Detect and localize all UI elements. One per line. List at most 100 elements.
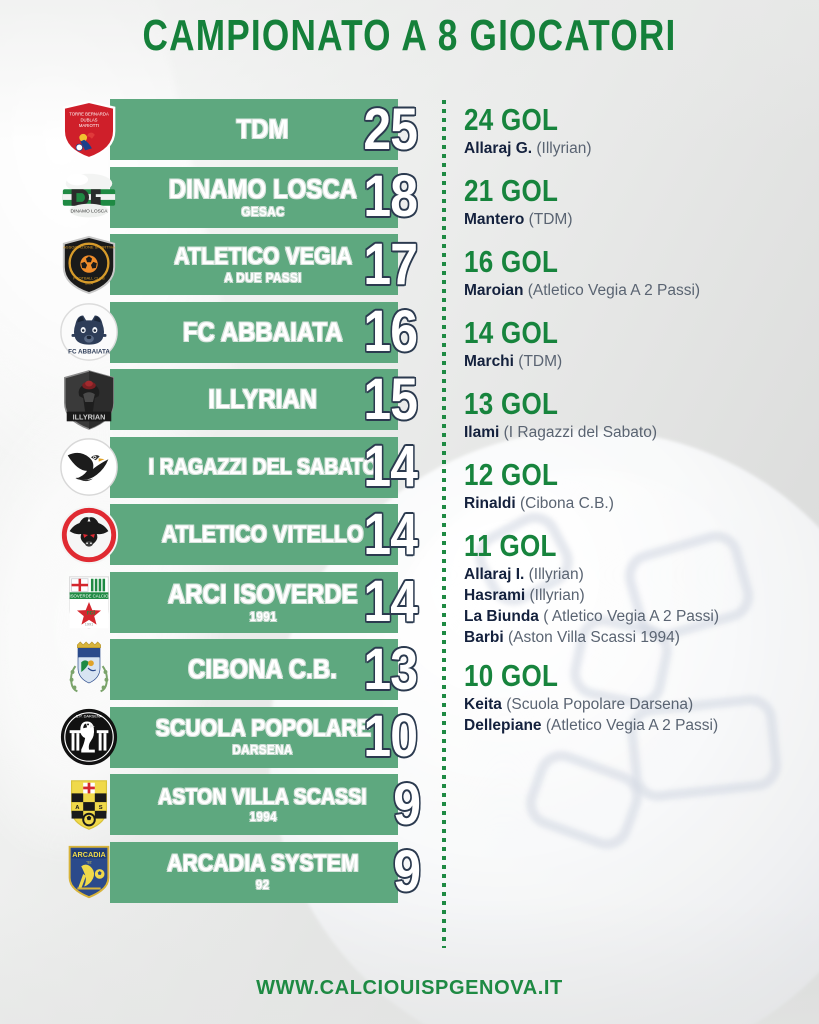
fc-abbaiata-logo: FC ABBAIATA [58, 301, 120, 363]
standings-row-bar [110, 571, 398, 633]
standings-row: DINAMO LOSCA DINAMO LOSCA GESAC 18 [0, 164, 440, 232]
svg-text:2014: 2014 [85, 281, 92, 285]
team-name-block: CIBONA C.B. [110, 639, 398, 700]
standings-row-bar [110, 774, 398, 835]
scorer-entry: Marchi (TDM) [464, 351, 819, 372]
scorer-goal-count: 11 GOL [464, 528, 557, 563]
scorer-group: 24 GOL Allaraj G. (Illyrian) [464, 102, 819, 159]
team-points: 14 [363, 434, 419, 500]
scorer-team: ( Atletico Vegia A 2 Passi) [543, 608, 720, 625]
svg-text:S: S [99, 805, 103, 811]
svg-text:rci: rci [87, 610, 95, 617]
team-name-block: DINAMO LOSCA GESAC [110, 167, 398, 228]
scorer-goal-count: 14 GOL [464, 315, 559, 350]
svg-text:A: A [75, 805, 80, 811]
scorer-goal-count: 12 GOL [464, 457, 559, 492]
team-points: 13 [363, 636, 419, 702]
team-name: ATLETICO VEGIA [173, 242, 353, 270]
scorer-team: (I Ragazzi del Sabato) [503, 424, 657, 441]
scorer-group: 10 GOL Keita (Scuola Popolare Darsena) Del… [464, 658, 819, 736]
scorer-entry: Barbi (Aston Villa Scassi 1994) [464, 627, 819, 648]
standings-row-bar [110, 436, 398, 498]
team-name-block: ATLETICO VEGIA A DUE PASSI [110, 234, 398, 295]
scorer-name: Rinaldi [464, 495, 516, 512]
standings-row-bar [110, 504, 398, 565]
svg-text:DINAMO LOSCA: DINAMO LOSCA [70, 209, 108, 215]
standings-row-bar [110, 706, 398, 768]
scorer-goal-count: 16 GOL [464, 244, 559, 279]
svg-text:'92: '92 [86, 860, 91, 865]
team-name-block: SCUOLA POPOLARE DARSENA [110, 707, 398, 768]
cibona-logo [58, 639, 120, 701]
team-points: 9 [392, 771, 421, 837]
standings-row-bar [110, 166, 398, 228]
scorer-group: 12 GOL Rinaldi (Cibona C.B.) [464, 457, 819, 514]
team-subtitle: GESAC [241, 203, 285, 219]
scorer-goal-count: 13 GOL [464, 386, 559, 421]
scorer-team: (Cibona C.B.) [519, 495, 614, 512]
standings-row: ISOVERDE CALCIO rci 1991 ARCI ISOVERDE 1991 1… [0, 569, 440, 637]
team-name-block: I RAGAZZI DEL SABATO [110, 437, 398, 498]
standings-row: ASSOCIAZIONE SPORTIVA FOOTBALL CLUB 2014 AT… [0, 231, 440, 299]
standings-row-bar [110, 841, 398, 903]
team-points: 16 [363, 299, 419, 365]
scorer-entry: Allaraj I. (Illyrian) [464, 564, 819, 585]
standings-row-bar [110, 99, 398, 160]
team-subtitle: DARSENA [232, 742, 294, 757]
svg-text:S.P. DARSENA: S.P. DARSENA [76, 714, 103, 719]
scorer-goal-count: 21 GOL [464, 173, 559, 208]
standings-row: I RAGAZZI DEL SABATO 14 [0, 434, 440, 502]
scorer-name: Ilami [464, 424, 500, 441]
standings-table: TORRE BERNARDA DUBLAS MARIOTTI TDM 25 DINAMO … [0, 96, 440, 906]
scorer-team: (Illyrian) [528, 566, 584, 583]
team-name: DINAMO LOSCA [168, 173, 358, 204]
team-points: 17 [363, 231, 419, 297]
team-name: ATLETICO VITELLO [162, 520, 364, 548]
ragazzi-del-sabato-logo [58, 436, 120, 498]
svg-text:1991: 1991 [85, 622, 94, 627]
team-name: CIBONA C.B. [188, 654, 338, 684]
scorer-name: Allaraj I. [464, 566, 525, 583]
website-footer: WWW.CALCIOUISPGENOVA.IT [256, 977, 563, 999]
dinamo-losca-logo: DINAMO LOSCA [58, 166, 120, 228]
scorer-entry: Mantero (TDM) [464, 209, 819, 230]
team-name-block: ATLETICO VITELLO [110, 504, 398, 565]
scorer-team: (Illyrian) [529, 587, 585, 604]
atletico-vitello-logo [58, 504, 120, 566]
scorer-group: 11 GOL Allaraj I. (Illyrian) Hasrami (Illy… [464, 528, 819, 648]
team-name: I RAGAZZI DEL SABATO [148, 454, 378, 479]
scorer-name: Allaraj G. [464, 140, 533, 157]
atletico-vegia-logo: ASSOCIAZIONE SPORTIVA FOOTBALL CLUB 2014 [58, 234, 120, 296]
scorer-name: Mantero [464, 211, 525, 228]
standings-row-bar [110, 234, 398, 295]
scorer-team: (TDM) [528, 211, 573, 228]
standings-row: ILLYRIAN ILLYRIAN 15 [0, 366, 440, 434]
scuola-popolare-logo: S.P. DARSENA [58, 706, 120, 768]
standings-row: S.P. DARSENA SCUOLA POPOLARE DARSENA 10 [0, 704, 440, 772]
scorer-entry: La Biunda ( Atletico Vegia A 2 Passi) [464, 606, 819, 627]
standings-row: A S ASTON VILLA SCASSI 1994 9 [0, 771, 440, 839]
standings-row: ATLETICO VITELLO 14 [0, 501, 440, 569]
team-points: 14 [363, 569, 419, 635]
standings-row: CIBONA C.B. 13 [0, 636, 440, 704]
top-scorers-list: 24 GOL Allaraj G. (Illyrian) 21 GOL Mantero… [464, 102, 819, 746]
illyrian-logo: ILLYRIAN [58, 369, 120, 431]
scorer-team: (Atletico Vegia A 2 Passi) [545, 717, 719, 734]
team-name-block: ASTON VILLA SCASSI 1994 [110, 774, 398, 835]
scorer-name: Keita [464, 696, 502, 713]
team-subtitle: 1991 [249, 608, 277, 624]
scorer-team: (Scuola Popolare Darsena) [506, 696, 694, 713]
scorer-group: 14 GOL Marchi (TDM) [464, 315, 819, 372]
scorer-entry: Ilami (I Ragazzi del Sabato) [464, 422, 819, 443]
svg-text:ASSOCIAZIONE SPORTIVA: ASSOCIAZIONE SPORTIVA [63, 244, 115, 249]
scorer-goal-count: 10 GOL [464, 658, 559, 693]
scorer-team: (Aston Villa Scassi 1994) [507, 629, 680, 646]
scorer-name: La Biunda [464, 608, 539, 625]
team-points: 25 [363, 96, 419, 162]
team-name: ARCADIA SYSTEM [167, 850, 359, 877]
scorer-team: (Atletico Vegia A 2 Passi) [527, 282, 701, 299]
scorer-group: 16 GOL Maroian (Atletico Vegia A 2 Passi) [464, 244, 819, 301]
team-name: FC ABBAIATA [183, 316, 343, 347]
arcadia-system-logo: ARCADIA '92 [58, 841, 120, 903]
page-title: CAMPIONATO A 8 GIOCATORI [142, 11, 677, 60]
